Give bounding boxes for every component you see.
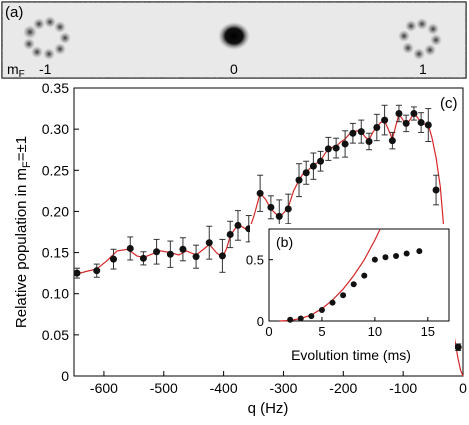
data-point [275, 212, 283, 220]
data-point [410, 110, 418, 118]
data-point [297, 315, 304, 322]
inset-x-axis-label: Evolution time (ms) [291, 347, 411, 363]
inset-chart: 00.5 0 5 10 15 (b) Evolution time (ms) [246, 224, 455, 363]
data-point [126, 244, 134, 252]
data-point [361, 272, 368, 279]
state-label-plus1: 1 [419, 61, 427, 77]
x-tick-label: -100 [389, 380, 417, 396]
data-point [402, 119, 410, 127]
data-point [454, 343, 462, 351]
main-plot-frame [73, 87, 464, 377]
x-tick-label: -400 [210, 380, 238, 396]
y-tick-label: 0.10 [42, 286, 69, 302]
data-point [395, 110, 403, 118]
data-point [332, 144, 340, 152]
panel-c-label: (c) [440, 95, 458, 112]
data-point [234, 221, 242, 229]
data-point [109, 255, 117, 263]
data-point [179, 245, 187, 253]
data-point [416, 248, 423, 255]
data-point [308, 313, 315, 320]
cloud-mf-plus1 [398, 18, 442, 60]
y-tick-label: 0.15 [42, 245, 69, 261]
data-point [267, 203, 275, 211]
x-tick-label: 0 [265, 324, 272, 339]
x-tick-label: -500 [150, 380, 178, 396]
data-point [93, 267, 101, 275]
inset-data-points [287, 248, 423, 323]
inset-plot-frame [268, 228, 450, 322]
data-point [424, 121, 432, 129]
y-tick-label: 0 [257, 314, 264, 329]
state-label-0: 0 [230, 61, 238, 77]
y-tick-label: 0.20 [42, 203, 69, 219]
data-point [381, 116, 389, 124]
main-x-axis-label: q (Hz) [248, 400, 289, 417]
x-tick-label: -300 [269, 380, 297, 396]
data-point [287, 316, 294, 323]
x-tick-label: -600 [90, 380, 118, 396]
data-point [318, 306, 325, 313]
data-point [139, 254, 147, 262]
panel-a-image: (a) mF -1 0 1 [1, 1, 467, 80]
y-tick-label: 0 [61, 368, 69, 384]
data-point [371, 256, 378, 263]
data-point [382, 254, 389, 261]
data-point [373, 123, 381, 131]
data-point [432, 186, 440, 194]
x-tick-label: 0 [459, 380, 467, 396]
data-point [357, 128, 365, 136]
data-point [340, 292, 347, 299]
data-point [218, 252, 226, 260]
y-tick-label: 0.35 [42, 80, 69, 96]
x-tick-label: 5 [318, 324, 325, 339]
y-tick-label: 0.5 [246, 253, 264, 268]
data-point [284, 205, 292, 213]
data-point [349, 129, 357, 137]
data-point [417, 119, 425, 127]
data-point [388, 137, 396, 145]
x-tick-label: 15 [421, 324, 435, 339]
data-point [350, 281, 357, 288]
data-point [317, 157, 325, 165]
panel-a-label: (a) [5, 4, 23, 21]
state-label-minus1: -1 [39, 61, 52, 77]
y-tick-label: 0.30 [42, 121, 69, 137]
main-y-axis-label: Relative population in mF=±1 [13, 136, 33, 328]
inset-y-axis: 00.5 [246, 253, 273, 329]
data-point [393, 252, 400, 259]
x-tick-label: -200 [329, 380, 357, 396]
main-y-axis: 0 0.05 0.10 0.15 0.20 0.25 0.30 0.35 [42, 80, 79, 384]
panel-b-label: (b) [276, 234, 293, 250]
main-x-axis: -600 -500 -400 -300 -200 -100 0 [90, 371, 467, 396]
data-point [403, 250, 410, 257]
data-point [365, 137, 373, 145]
data-point [309, 162, 317, 170]
data-point [166, 250, 174, 258]
data-point [341, 140, 349, 148]
y-tick-label: 0.05 [42, 327, 69, 343]
data-point [329, 299, 336, 306]
inset-x-axis: 0 5 10 15 [265, 317, 435, 339]
data-point [226, 230, 234, 238]
data-point [295, 176, 303, 184]
y-tick-label: 0.25 [42, 162, 69, 178]
x-tick-label: 10 [368, 324, 382, 339]
cloud-mf-0 [218, 22, 250, 50]
data-point [256, 189, 264, 197]
data-point [324, 145, 332, 153]
data-point [192, 253, 200, 261]
data-point [205, 239, 213, 247]
data-point [73, 269, 81, 277]
cloud-mf-minus1 [23, 16, 71, 60]
data-point [153, 248, 161, 256]
data-point [302, 169, 310, 177]
